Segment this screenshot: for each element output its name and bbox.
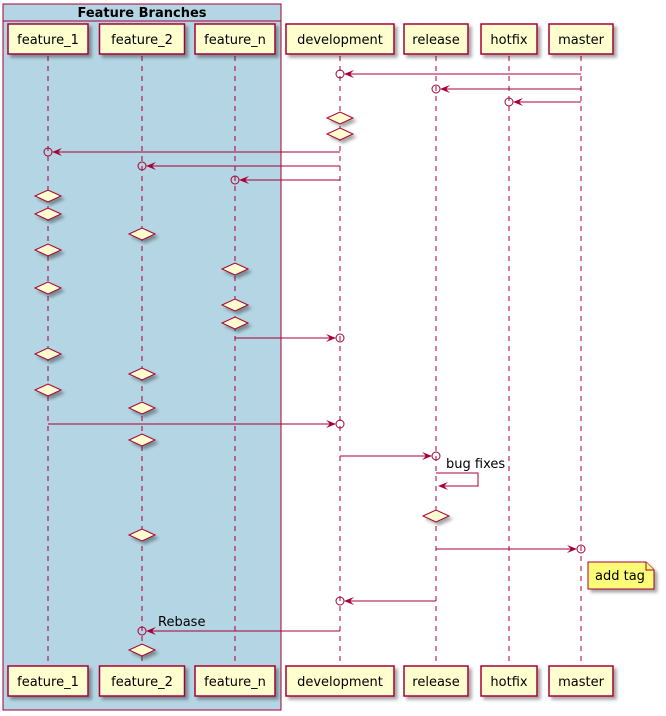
message-release-to-master-arrowhead: [567, 545, 577, 553]
participant-label-top-feature_2: feature_2: [111, 33, 173, 48]
commit-diamond-feature_1: [33, 281, 63, 295]
participant-label-bottom-feature_2: feature_2: [111, 675, 173, 690]
participant-box-top-development: [285, 23, 395, 55]
participant-box-top-hotfix: [480, 23, 538, 55]
participant-box-bottom-development: [285, 665, 395, 697]
message-feature_n-to-development-arrowhead: [326, 334, 336, 342]
message-development-to-feature_1-arrowhead: [52, 148, 62, 156]
message-development-to-feature_2-end-circle: [137, 161, 147, 171]
participant-box-top-feature_2: [98, 23, 186, 55]
commit-diamond-feature_2: [127, 367, 157, 381]
participant-label-top-development: development: [297, 33, 383, 48]
message-development-to-release-end-circle: [431, 451, 441, 461]
participant-label-top-hotfix: hotfix: [490, 33, 527, 48]
message-release-to-development-arrowhead: [344, 597, 354, 605]
self-message-release-line: [436, 472, 479, 487]
commit-diamond-feature_n: [220, 262, 250, 276]
message-feature_1-to-development-arrowhead: [326, 420, 336, 428]
participant-box-bottom-release: [403, 665, 469, 697]
participant-box-bottom-hotfix: [480, 665, 538, 697]
commit-diamond-release: [421, 509, 451, 523]
participant-box-top-feature_1: [7, 23, 89, 55]
message-development-to-feature_1-end-circle: [43, 147, 53, 157]
message-development-to-feature_2-end-circle: [137, 626, 147, 636]
participant-label-bottom-release: release: [412, 675, 459, 690]
participant-box-bottom-feature_1: [7, 665, 89, 697]
note-text: add tag: [595, 569, 645, 584]
note-box: [587, 561, 655, 590]
commit-diamond-feature_2: [127, 528, 157, 542]
self-message-release-arrowhead: [438, 482, 448, 490]
commit-diamond-feature_1: [33, 207, 63, 221]
participant-box-top-release: [403, 23, 469, 55]
participant-label-top-feature_n: feature_n: [204, 33, 266, 48]
participant-label-top-master: master: [558, 33, 604, 48]
participant-box-bottom-feature_n: [194, 665, 276, 697]
message-development-to-feature_2-arrowhead: [146, 627, 156, 635]
message-development-to-feature_n-end-circle: [230, 175, 240, 185]
message-development-to-feature_2-label: Rebase: [158, 615, 205, 630]
participant-box-bottom-master: [548, 665, 614, 697]
commit-diamond-feature_n: [220, 316, 250, 330]
message-master-to-hotfix-arrowhead: [513, 98, 523, 106]
participant-box-bottom-feature_2: [98, 665, 186, 697]
participant-label-bottom-hotfix: hotfix: [490, 675, 527, 690]
group-title: Feature Branches: [77, 6, 206, 21]
participant-box-top-master: [548, 23, 614, 55]
message-master-to-release-end-circle: [431, 84, 441, 94]
message-master-to-development-arrowhead: [344, 70, 354, 78]
participant-box-top-feature_n: [194, 23, 276, 55]
message-master-to-release-arrowhead: [440, 85, 450, 93]
message-release-to-development-end-circle: [335, 596, 345, 606]
commit-diamond-development: [325, 127, 355, 141]
message-release-to-master-end-circle: [576, 544, 586, 554]
commit-diamond-feature_1: [33, 383, 63, 397]
commit-diamond-development: [325, 111, 355, 125]
message-development-to-release-arrowhead: [422, 452, 432, 460]
message-development-to-feature_n-arrowhead: [239, 176, 249, 184]
message-development-to-feature_2-arrowhead: [146, 162, 156, 170]
commit-diamond-feature_1: [33, 189, 63, 203]
commit-diamond-feature_1: [33, 347, 63, 361]
commit-diamond-feature_2: [127, 227, 157, 241]
message-feature_1-to-development-end-circle: [335, 419, 345, 429]
participant-label-bottom-development: development: [297, 675, 383, 690]
commit-diamond-feature_2: [127, 433, 157, 447]
note-fold: [645, 562, 654, 571]
commit-diamond-feature_n: [220, 298, 250, 312]
participant-label-bottom-master: master: [558, 675, 604, 690]
message-master-to-development-end-circle: [335, 69, 345, 79]
participant-label-bottom-feature_n: feature_n: [204, 675, 266, 690]
commit-diamond-feature_1: [33, 243, 63, 257]
participant-label-bottom-feature_1: feature_1: [17, 675, 79, 690]
message-feature_n-to-development-end-circle: [335, 333, 345, 343]
self-message-label: bug fixes: [446, 457, 505, 472]
commit-diamond-feature_2: [127, 401, 157, 415]
commit-diamond-feature_2: [127, 643, 157, 657]
message-master-to-hotfix-end-circle: [504, 97, 514, 107]
participant-label-top-feature_1: feature_1: [17, 33, 79, 48]
participant-label-top-release: release: [412, 33, 459, 48]
